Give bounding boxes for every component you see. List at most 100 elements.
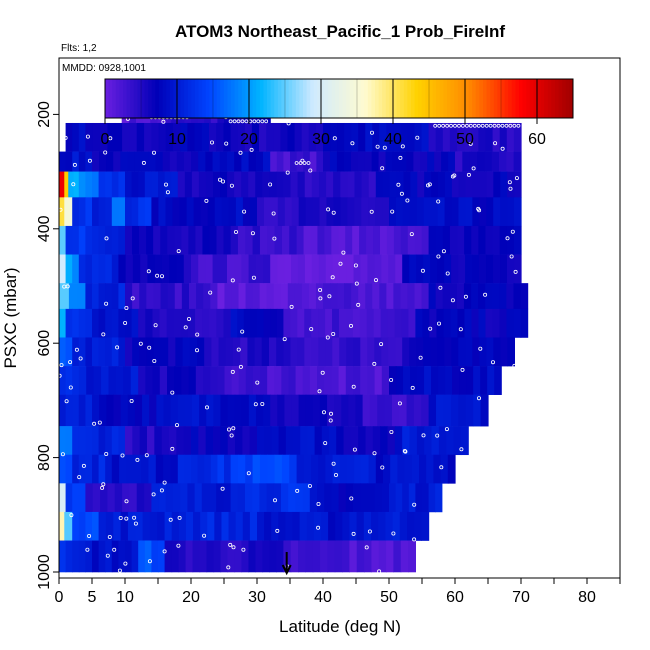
heatmap-cell xyxy=(438,426,447,456)
colorbar-swatch xyxy=(511,79,516,118)
obs-marker xyxy=(425,183,430,188)
colorbar-swatch xyxy=(400,79,405,118)
heatmap-cell xyxy=(161,426,170,456)
obs-marker xyxy=(331,210,336,215)
heatmap-cell xyxy=(108,366,117,395)
heatmap-cell xyxy=(260,366,268,395)
heatmap-cell xyxy=(320,540,328,573)
heatmap-cell xyxy=(171,540,180,573)
heatmap-cell xyxy=(319,197,328,227)
heatmap-cell xyxy=(233,337,241,367)
heatmap-cell xyxy=(284,197,293,227)
obs-marker xyxy=(512,123,517,128)
heatmap-cell xyxy=(298,197,307,227)
obs-marker xyxy=(439,465,444,470)
heatmap-cell xyxy=(344,122,352,152)
heatmap-cell xyxy=(267,366,275,395)
obs-marker xyxy=(316,501,321,506)
y-tick-label: 400 xyxy=(36,215,53,242)
heatmap-cell xyxy=(395,197,404,227)
obs-marker xyxy=(460,123,465,128)
colorbar-swatch xyxy=(123,79,128,118)
colorbar-swatch xyxy=(238,79,243,118)
obs-marker xyxy=(260,119,265,124)
heatmap-cell xyxy=(194,122,203,152)
heatmap-cell xyxy=(169,426,177,456)
heatmap-cell xyxy=(343,426,352,456)
colorbar-swatch xyxy=(371,79,376,118)
heatmap-cell xyxy=(196,283,204,310)
heatmap-cell xyxy=(231,283,240,310)
heatmap-cell xyxy=(337,122,345,152)
heatmap-cell xyxy=(430,197,439,227)
heatmap-cell xyxy=(263,197,272,227)
colorbar-swatch xyxy=(519,79,524,118)
heatmap-cell xyxy=(406,151,414,172)
heatmap-cell xyxy=(64,171,69,198)
heatmap-cell xyxy=(85,254,93,284)
obs-marker xyxy=(326,207,331,212)
heatmap-cell xyxy=(442,122,451,152)
heatmap-cell xyxy=(435,283,444,310)
heatmap-cell xyxy=(289,225,298,255)
heatmap-cell xyxy=(472,171,481,198)
obs-marker xyxy=(328,418,333,423)
heatmap-cell xyxy=(499,308,508,338)
heatmap-cell xyxy=(163,454,172,484)
heatmap-cell xyxy=(158,171,166,198)
x-tick-label: 40 xyxy=(314,589,332,606)
heatmap-cell xyxy=(507,171,515,198)
heatmap-cell xyxy=(251,122,260,152)
heatmap-cell xyxy=(421,225,430,255)
data-point-markers xyxy=(57,98,521,574)
obs-marker xyxy=(369,130,374,135)
heatmap-cell xyxy=(249,511,258,541)
heatmap-cell xyxy=(227,394,236,427)
heatmap-cell xyxy=(479,171,488,198)
heatmap-cell xyxy=(306,511,315,541)
heatmap-cell xyxy=(144,540,152,573)
heatmap-cell xyxy=(378,151,387,172)
heatmap-cell xyxy=(291,197,300,227)
heatmap-cell xyxy=(257,197,265,227)
heatmap-cell xyxy=(120,511,129,541)
heatmap-cell xyxy=(506,225,515,255)
heatmap-cell xyxy=(506,308,515,338)
obs-marker xyxy=(375,144,380,149)
heatmap-cell xyxy=(421,283,430,310)
heatmap-cell xyxy=(85,426,93,456)
obs-marker xyxy=(472,123,477,128)
heatmap-cell xyxy=(309,366,318,395)
colorbar-swatch xyxy=(220,79,225,118)
colorbar-swatch xyxy=(407,79,412,118)
heatmap-cell xyxy=(407,225,416,255)
heatmap-cell xyxy=(151,171,159,198)
heatmap-cell xyxy=(125,225,133,255)
heatmap-cell xyxy=(154,254,163,284)
heatmap-cell xyxy=(212,151,221,172)
heatmap-cell xyxy=(111,454,120,484)
heatmap-cell xyxy=(471,225,479,255)
heatmap-cell xyxy=(365,283,373,310)
obs-marker xyxy=(151,492,156,497)
obs-marker xyxy=(183,325,188,330)
obs-marker xyxy=(483,292,488,297)
heatmap-cell xyxy=(206,394,214,427)
obs-marker xyxy=(514,176,519,181)
colorbar-swatch xyxy=(389,79,394,118)
heatmap-cell xyxy=(426,454,434,484)
heatmap-cell xyxy=(291,254,299,284)
heatmap-cell xyxy=(98,308,106,338)
heatmap-cell xyxy=(59,426,67,456)
heatmap-cell xyxy=(304,254,313,284)
obs-marker xyxy=(168,517,173,522)
heatmap-cell xyxy=(296,225,305,255)
heatmap-cell xyxy=(413,151,421,172)
heatmap-cell xyxy=(211,337,220,367)
heatmap-cell xyxy=(65,337,73,367)
annotation-flights: Flts: 1,2 xyxy=(61,43,97,54)
heatmap-cell xyxy=(374,254,382,284)
heatmap-cell xyxy=(118,540,126,573)
obs-marker xyxy=(468,123,473,128)
heatmap-cell xyxy=(339,254,348,284)
